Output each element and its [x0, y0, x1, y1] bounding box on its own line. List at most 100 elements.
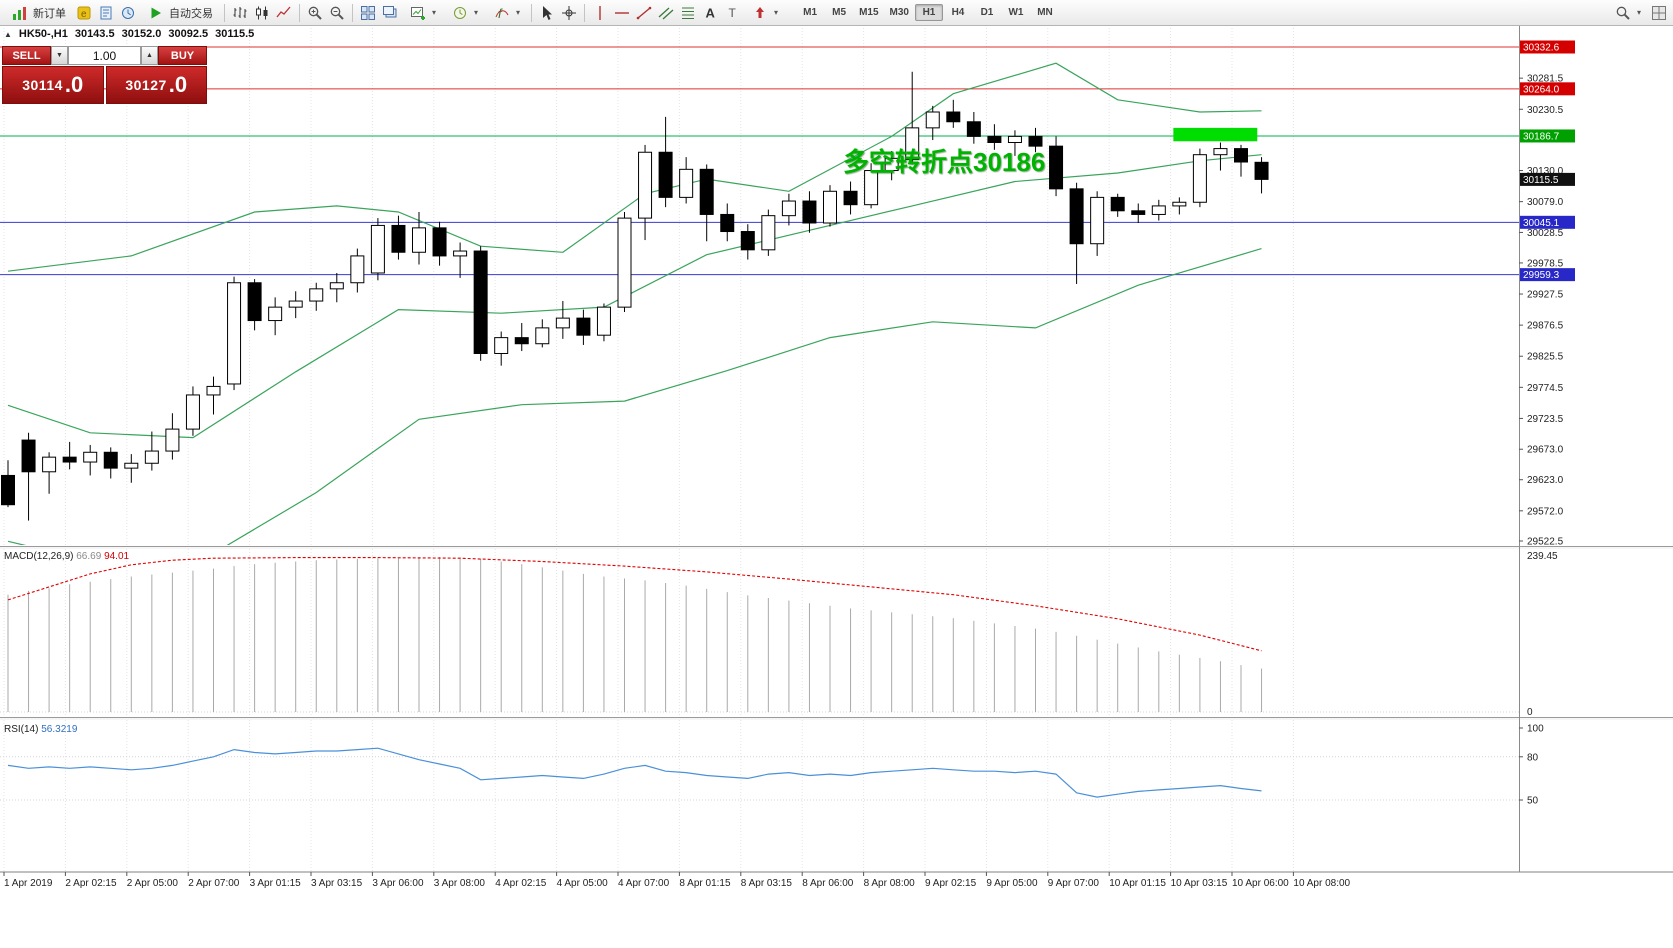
period-button[interactable]: ▾: [444, 3, 484, 23]
indicators-button[interactable]: f ▾: [486, 3, 526, 23]
channel-icon[interactable]: [656, 3, 676, 23]
search-button[interactable]: ▾: [1607, 3, 1647, 23]
svg-text:29959.3: 29959.3: [1523, 270, 1560, 281]
volume-input[interactable]: 1.00: [68, 46, 141, 65]
sell-price-base: 30114: [22, 77, 63, 93]
arrows-tool-button[interactable]: ▾: [744, 3, 784, 23]
play-icon: [146, 3, 166, 23]
svg-text:4 Apr 07:00: 4 Apr 07:00: [618, 878, 670, 889]
svg-text:3 Apr 08:00: 3 Apr 08:00: [434, 878, 486, 889]
svg-text:30230.5: 30230.5: [1527, 105, 1564, 116]
current-price-badge: 30115.5: [1520, 172, 1575, 186]
new-chart-caret: ▾: [432, 8, 437, 17]
svg-text:30079.0: 30079.0: [1527, 197, 1564, 208]
tile-windows-icon[interactable]: [358, 3, 378, 23]
symbol-period-label: HK50-,H1: [18, 28, 68, 40]
crosshair-icon[interactable]: [559, 3, 579, 23]
timeframe-button-mn[interactable]: MN: [1037, 7, 1053, 18]
label-tool-icon[interactable]: T: [722, 3, 742, 23]
buy-price-box[interactable]: 30127 .0: [105, 66, 207, 104]
chart-canvas[interactable]: 30281.5 30230.5 30130.0 30079.0 30028.5 29978…: [0, 26, 1673, 948]
svg-text:29723.5: 29723.5: [1527, 414, 1564, 425]
cursor-icon[interactable]: [537, 3, 557, 23]
price-line-badge: 30045.1: [1520, 215, 1575, 229]
volume-down-button[interactable]: ▼: [51, 46, 68, 65]
candles-layer: [1, 71, 1269, 521]
svg-text:29572.0: 29572.0: [1527, 506, 1564, 517]
timeframe-button-w1[interactable]: W1: [1008, 7, 1024, 18]
vertical-line-icon[interactable]: [590, 3, 610, 23]
timeframe-button-m15[interactable]: M15: [859, 7, 879, 18]
svg-text:10 Apr 03:15: 10 Apr 03:15: [1171, 878, 1228, 889]
zoom-in-icon[interactable]: [305, 3, 325, 23]
svg-text:A: A: [706, 5, 716, 20]
main-chart-panel[interactable]: [1, 62, 1269, 566]
volume-up-button[interactable]: ▲: [141, 46, 158, 65]
time-axis[interactable]: 1 Apr 2019 2 Apr 02:15 2 Apr 05:00 2 Apr 07…: [3, 872, 1351, 889]
new-chart-icon: [408, 3, 428, 23]
timeframe-button-d1[interactable]: D1: [980, 7, 994, 18]
line-chart-icon[interactable]: [274, 3, 294, 23]
buy-price-frac: .0: [168, 72, 188, 97]
highlight-rectangle[interactable]: [1173, 127, 1258, 142]
price-axis[interactable]: 30281.5 30230.5 30130.0 30079.0 30028.5 29978…: [1519, 40, 1575, 548]
text-tool-icon[interactable]: A: [700, 3, 720, 23]
toolbar-separator: [352, 3, 353, 22]
autotrading-label: 自动交易: [169, 7, 213, 20]
rsi-panel[interactable]: 100 80 50 RSI(14) 56.3219: [0, 724, 1544, 807]
autotrading-button[interactable]: 自动交易: [140, 3, 219, 23]
svg-text:8 Apr 08:00: 8 Apr 08:00: [864, 878, 916, 889]
arrows-tool-caret: ▾: [774, 8, 779, 17]
svg-text:30115.5: 30115.5: [1523, 175, 1559, 186]
trendline-icon[interactable]: [634, 3, 654, 23]
profiles-icon[interactable]: [96, 3, 116, 23]
timeframe-button-h4[interactable]: H4: [951, 7, 965, 18]
toolbar-separator: [531, 3, 533, 22]
svg-text:T: T: [729, 6, 737, 20]
cascade-windows-icon[interactable]: [380, 3, 400, 23]
svg-text:2 Apr 05:00: 2 Apr 05:00: [127, 878, 179, 889]
fibonacci-icon[interactable]: [678, 3, 698, 23]
timeframe-button-h1[interactable]: H1: [914, 4, 943, 21]
price-lines-layer[interactable]: [0, 46, 1519, 276]
period-icon: [450, 3, 470, 23]
metaeditor-icon[interactable]: e: [74, 3, 94, 23]
collapse-arrow-icon[interactable]: ▲: [4, 29, 12, 39]
chart-annotation[interactable]: 多空转折点30186: [843, 147, 1046, 177]
timeframe-button-m5[interactable]: M5: [832, 7, 847, 18]
price-line-badge: 30264.0: [1520, 82, 1575, 96]
toolbar-right-group: ▾: [1607, 3, 1669, 23]
macd-panel[interactable]: MACD(12,26,9) 66.69 94.01 239.45 0: [0, 551, 1558, 718]
new-chart-button[interactable]: ▾: [402, 3, 442, 23]
quote-open: 30143.5: [74, 28, 115, 40]
period-caret: ▾: [474, 8, 479, 17]
svg-text:29673.0: 29673.0: [1527, 445, 1564, 456]
candlestick-chart-icon[interactable]: [252, 3, 272, 23]
price-line-badge: 30186.7: [1520, 129, 1575, 143]
buy-button[interactable]: BUY: [158, 46, 207, 65]
svg-text:29774.5: 29774.5: [1527, 383, 1564, 394]
zoom-out-icon[interactable]: [327, 3, 347, 23]
svg-text:29978.5: 29978.5: [1527, 258, 1564, 269]
svg-text:30281.5: 30281.5: [1527, 74, 1564, 85]
svg-text:30332.6: 30332.6: [1523, 43, 1560, 54]
sell-price-frac: .0: [64, 72, 84, 97]
svg-text:30186.7: 30186.7: [1523, 131, 1560, 142]
svg-text:9 Apr 02:15: 9 Apr 02:15: [925, 878, 977, 889]
svg-text:29825.5: 29825.5: [1527, 352, 1564, 363]
sell-price-box[interactable]: 30114 .0: [2, 66, 104, 104]
horizontal-line-icon[interactable]: [612, 3, 632, 23]
svg-text:30028.5: 30028.5: [1527, 228, 1564, 239]
market-watch-icon[interactable]: [118, 3, 138, 23]
search-caret: ▾: [1636, 8, 1641, 17]
timeframe-button-m30[interactable]: M30: [889, 7, 909, 18]
bar-chart-icon[interactable]: [230, 3, 250, 23]
svg-text:3 Apr 06:00: 3 Apr 06:00: [372, 878, 424, 889]
svg-text:1 Apr 2019: 1 Apr 2019: [4, 878, 53, 889]
layout-icon[interactable]: [1649, 3, 1669, 23]
new-order-button[interactable]: 新订单: [4, 3, 72, 23]
sell-button[interactable]: SELL: [2, 46, 51, 65]
timeframe-button-m1[interactable]: M1: [803, 7, 818, 18]
new-order-icon: [10, 3, 30, 23]
toolbar-separator: [299, 3, 300, 22]
